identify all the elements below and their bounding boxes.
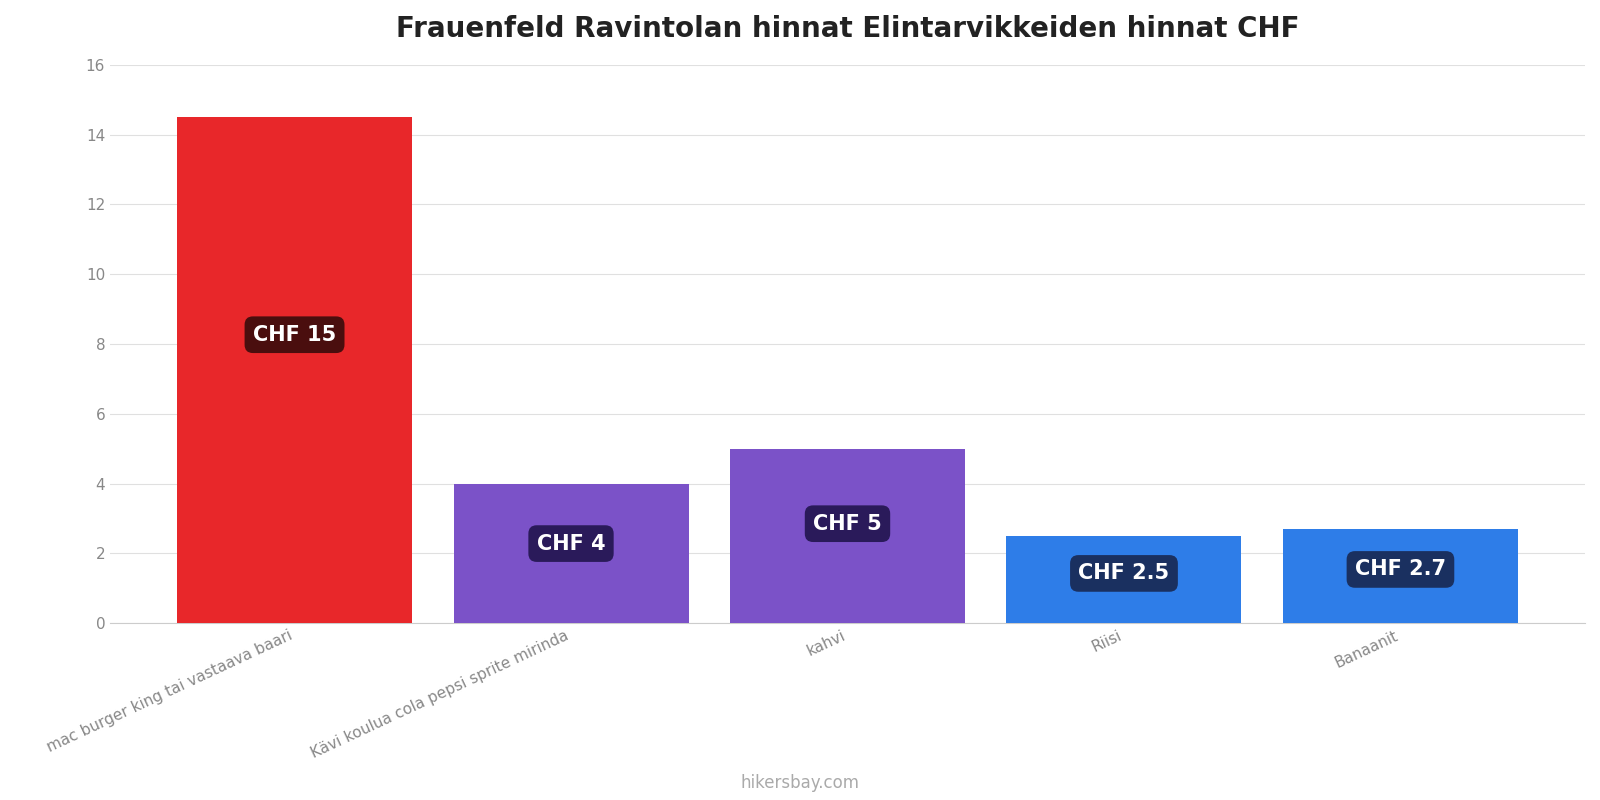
Text: CHF 4: CHF 4 xyxy=(536,534,605,554)
Bar xyxy=(178,117,413,623)
Bar xyxy=(453,483,688,623)
Title: Frauenfeld Ravintolan hinnat Elintarvikkeiden hinnat CHF: Frauenfeld Ravintolan hinnat Elintarvikk… xyxy=(395,15,1299,43)
Text: CHF 2.7: CHF 2.7 xyxy=(1355,559,1446,579)
Bar xyxy=(1006,536,1242,623)
Bar xyxy=(730,449,965,623)
Text: hikersbay.com: hikersbay.com xyxy=(741,774,859,792)
Text: CHF 5: CHF 5 xyxy=(813,514,882,534)
Text: CHF 2.5: CHF 2.5 xyxy=(1078,563,1170,583)
Bar xyxy=(1283,529,1518,623)
Text: CHF 15: CHF 15 xyxy=(253,325,336,345)
